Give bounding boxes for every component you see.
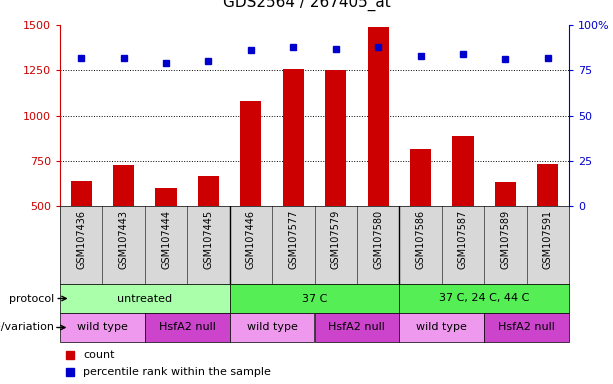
- Text: GSM107445: GSM107445: [204, 210, 213, 269]
- Bar: [399, 313, 484, 342]
- Bar: [484, 313, 569, 342]
- Text: HsfA2 null: HsfA2 null: [498, 323, 555, 333]
- Text: GSM107579: GSM107579: [330, 210, 341, 269]
- Text: protocol: protocol: [9, 293, 54, 303]
- Bar: [283, 70, 304, 206]
- Bar: [537, 164, 558, 206]
- Text: untreated: untreated: [117, 293, 172, 303]
- Bar: [145, 313, 230, 342]
- Text: wild type: wild type: [246, 323, 297, 333]
- Text: genotype/variation: genotype/variation: [0, 323, 54, 333]
- Bar: [325, 70, 346, 206]
- Bar: [70, 180, 92, 206]
- Text: percentile rank within the sample: percentile rank within the sample: [83, 367, 271, 377]
- Bar: [484, 206, 527, 284]
- Bar: [495, 182, 516, 206]
- Text: wild type: wild type: [77, 323, 128, 333]
- Text: 37 C, 24 C, 44 C: 37 C, 24 C, 44 C: [439, 293, 530, 303]
- Bar: [198, 176, 219, 206]
- Text: GSM107591: GSM107591: [543, 210, 553, 269]
- Text: GSM107589: GSM107589: [500, 210, 511, 269]
- Text: HsfA2 null: HsfA2 null: [329, 323, 386, 333]
- Bar: [399, 206, 442, 284]
- Bar: [240, 101, 262, 206]
- Bar: [314, 313, 399, 342]
- Bar: [527, 206, 569, 284]
- Text: wild type: wild type: [416, 323, 467, 333]
- Bar: [60, 284, 230, 313]
- Bar: [60, 206, 102, 284]
- Bar: [442, 206, 484, 284]
- Bar: [452, 136, 474, 206]
- Text: GSM107577: GSM107577: [288, 210, 299, 269]
- Bar: [410, 149, 431, 206]
- Bar: [230, 313, 314, 342]
- Bar: [156, 188, 177, 206]
- Text: count: count: [83, 351, 115, 361]
- Text: 37 C: 37 C: [302, 293, 327, 303]
- Text: GSM107586: GSM107586: [416, 210, 425, 269]
- Text: GSM107443: GSM107443: [119, 210, 129, 269]
- Bar: [230, 206, 272, 284]
- Bar: [145, 206, 187, 284]
- Bar: [187, 206, 230, 284]
- Text: GSM107587: GSM107587: [458, 210, 468, 269]
- Bar: [399, 284, 569, 313]
- Bar: [368, 27, 389, 206]
- Bar: [60, 313, 145, 342]
- Bar: [113, 165, 134, 206]
- Bar: [230, 284, 399, 313]
- Bar: [314, 206, 357, 284]
- Text: GSM107444: GSM107444: [161, 210, 171, 269]
- Bar: [272, 206, 314, 284]
- Text: GDS2564 / 267405_at: GDS2564 / 267405_at: [223, 0, 390, 11]
- Bar: [357, 206, 399, 284]
- Bar: [102, 206, 145, 284]
- Text: GSM107446: GSM107446: [246, 210, 256, 269]
- Text: GSM107580: GSM107580: [373, 210, 383, 269]
- Text: GSM107436: GSM107436: [76, 210, 86, 269]
- Text: HsfA2 null: HsfA2 null: [159, 323, 216, 333]
